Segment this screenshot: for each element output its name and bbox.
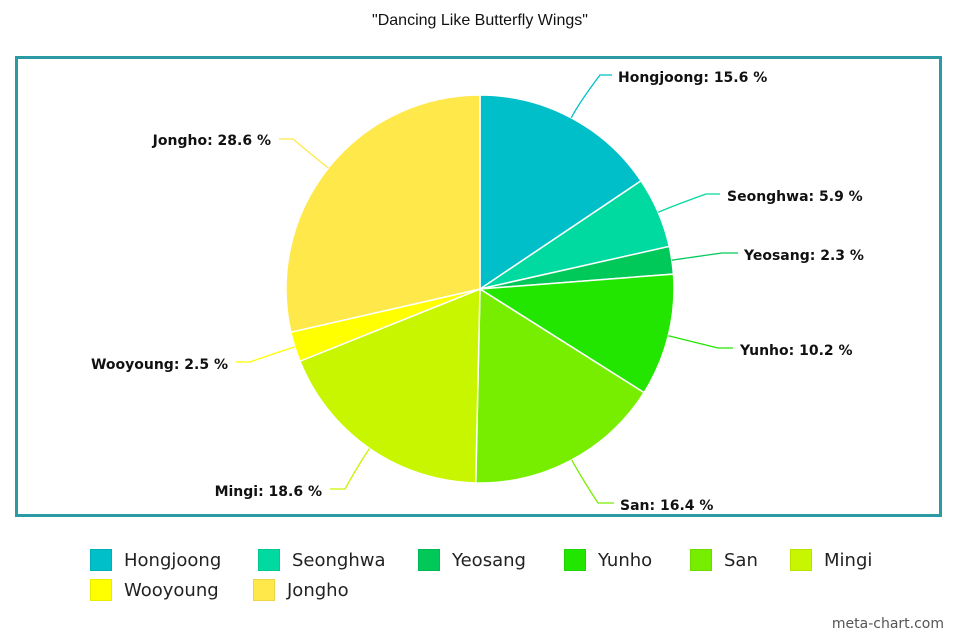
slice-label-seonghwa: Seonghwa: 5.9 % [727, 189, 863, 205]
slice-label-mingi: Mingi: 18.6 % [215, 484, 322, 500]
leader-line-wooyoung [236, 346, 296, 363]
leader-line-jongho [279, 138, 329, 169]
slice-label-hongjoong: Hongjoong: 15.6 % [618, 70, 767, 86]
watermark: meta-chart.com [831, 616, 944, 632]
leader-line-mingi [330, 448, 371, 490]
leader-line-yunho [668, 335, 733, 349]
slice-label-wooyoung: Wooyoung: 2.5 % [91, 357, 228, 373]
pie-slice-san [474, 287, 646, 484]
slice-label-jongho: Jongho: 28.6 % [152, 133, 271, 149]
leader-line-san [571, 459, 614, 504]
leader-line-hongjoong [570, 74, 612, 119]
plot-frame [15, 56, 942, 517]
slice-label-yeosang: Yeosang: 2.3 % [743, 248, 864, 264]
pie-slice-yunho [477, 273, 675, 394]
pie-slice-jongho [285, 94, 481, 334]
slice-label-san: San: 16.4 % [620, 498, 713, 514]
pie-slice-hongjoong [479, 94, 643, 291]
chart-title: "Dancing Like Butterfly Wings" [372, 12, 588, 29]
leader-line-yeosang [671, 252, 738, 261]
slice-label-yunho: Yunho: 10.2 % [739, 343, 853, 359]
leader-line-seonghwa [657, 193, 720, 213]
